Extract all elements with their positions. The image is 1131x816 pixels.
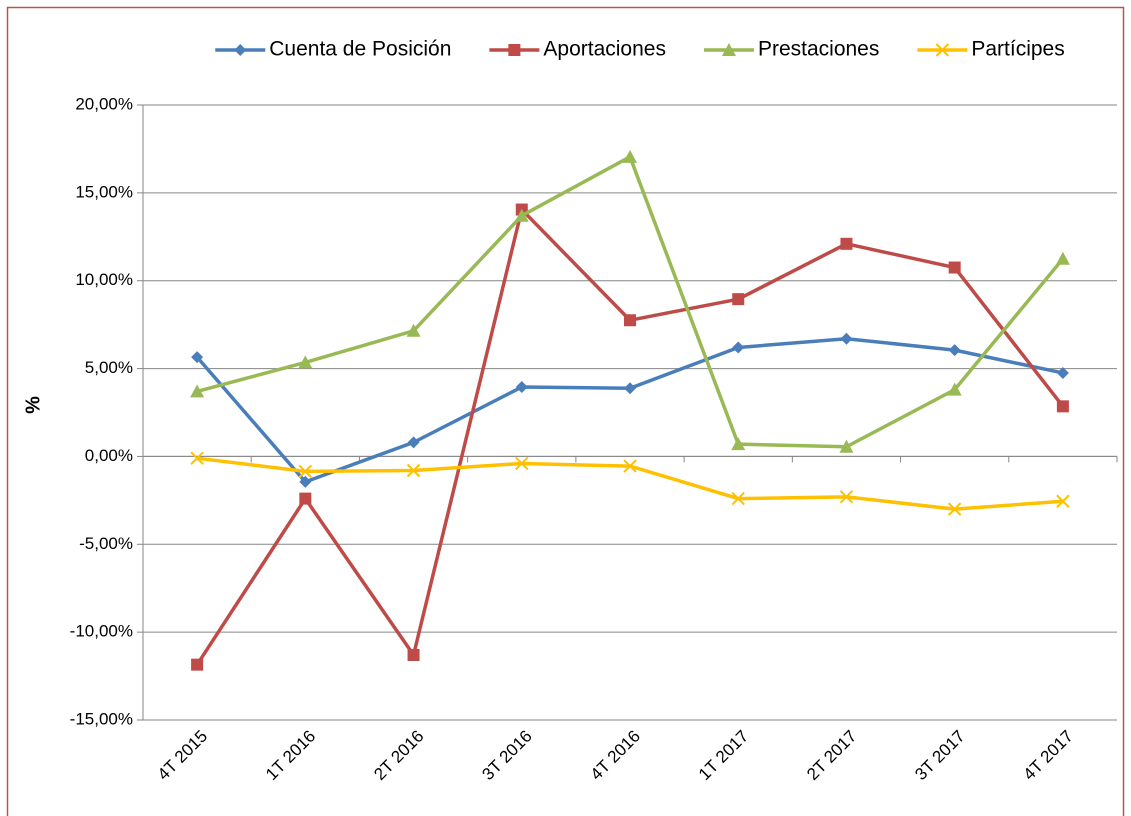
marker xyxy=(732,293,745,306)
legend-label: Aportaciones xyxy=(543,38,666,61)
marker xyxy=(840,332,853,345)
legend: Cuenta de Posición Aportaciones Prestacion… xyxy=(215,38,1065,61)
y-tick-label: 0,00% xyxy=(85,446,133,465)
marker xyxy=(731,491,745,506)
legend-item: Cuenta de Posición xyxy=(215,38,451,61)
y-tick-label: 10,00% xyxy=(75,270,133,289)
marker xyxy=(190,451,204,465)
y-tick-label: 15,00% xyxy=(75,182,133,201)
marker xyxy=(191,351,204,364)
marker xyxy=(623,149,637,163)
marker xyxy=(840,237,853,250)
legend-item: Aportaciones xyxy=(489,38,666,61)
legend-marker xyxy=(508,44,521,56)
marker xyxy=(190,384,205,398)
marker xyxy=(1056,366,1069,379)
marker xyxy=(948,261,961,274)
marker xyxy=(623,459,637,473)
marker xyxy=(406,323,421,337)
marker xyxy=(732,341,745,354)
marker xyxy=(298,464,313,479)
marker xyxy=(514,208,529,222)
marker xyxy=(515,456,529,471)
marker xyxy=(1056,494,1070,508)
marker xyxy=(948,344,961,357)
marker xyxy=(299,475,312,488)
chart-border xyxy=(6,6,1125,816)
marker xyxy=(624,382,636,395)
y-tick-label: -10,00% xyxy=(70,622,133,641)
legend-label: Prestaciones xyxy=(758,38,879,61)
marker xyxy=(406,463,421,478)
marker xyxy=(947,502,962,516)
y-tick-label: -15,00% xyxy=(70,709,133,728)
y-tick-label: -5,00% xyxy=(79,534,133,553)
legend-label: Partícipes xyxy=(971,38,1064,61)
marker xyxy=(839,490,854,504)
marker xyxy=(407,648,420,661)
marker xyxy=(299,492,312,505)
marker xyxy=(731,437,746,451)
marker xyxy=(839,439,854,453)
legend-marker xyxy=(935,43,950,57)
y-axis-label: % xyxy=(22,396,44,414)
legend-marker xyxy=(234,44,247,56)
marker xyxy=(407,436,420,449)
legend-marker xyxy=(721,43,736,56)
legend-label: Cuenta de Posición xyxy=(269,38,451,61)
marker xyxy=(947,382,962,396)
marker xyxy=(515,381,528,394)
marker xyxy=(1055,251,1070,265)
legend-item: Prestaciones xyxy=(703,38,879,61)
y-tick-label: 5,00% xyxy=(85,358,133,377)
marker xyxy=(298,355,313,369)
legend-item: Partícipes xyxy=(917,38,1065,61)
marker xyxy=(191,658,204,671)
marker xyxy=(1056,400,1069,413)
marker xyxy=(624,314,636,327)
y-tick-label: 20,00% xyxy=(75,94,133,113)
